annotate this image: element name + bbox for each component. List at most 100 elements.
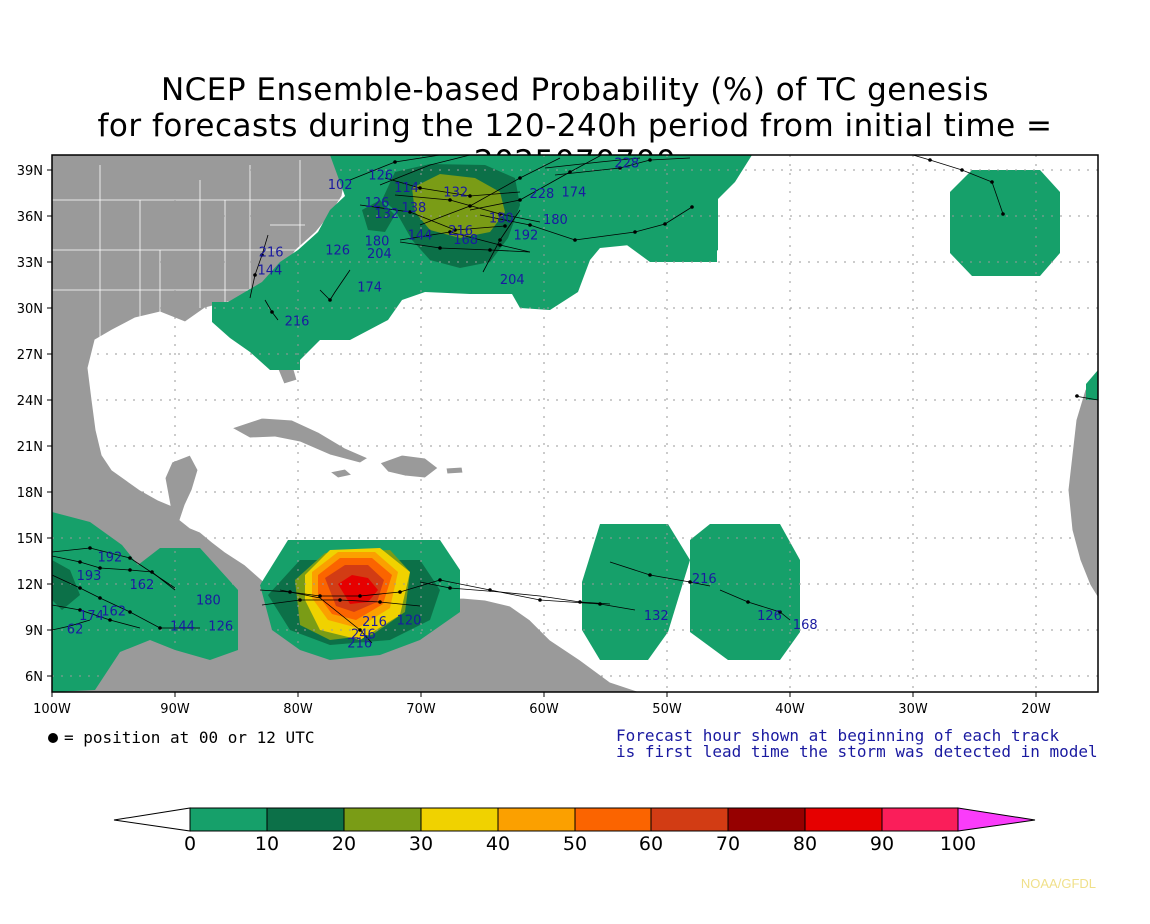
colorbar-label: 0 [184, 833, 196, 855]
track-start-label: 162 [130, 578, 155, 593]
colorbar-label: 80 [793, 833, 817, 855]
contour-atlantic-36n [620, 158, 718, 262]
colorbar-label: 20 [332, 833, 356, 855]
colorbar-swatch [343, 807, 422, 832]
track-start-label: 174 [357, 281, 382, 296]
track-start-label: 216 [448, 224, 473, 239]
colorbar-label: 40 [486, 833, 510, 855]
track-start-label: 180 [543, 213, 568, 228]
track-start-label: 102 [328, 178, 353, 193]
track-start-label: 228 [530, 187, 555, 202]
track-start-label: 62 [67, 623, 84, 638]
track-start-label: 126 [325, 244, 350, 259]
land-puerto-rico [445, 466, 464, 475]
position-legend-text: = position at 00 or 12 UTC [64, 728, 315, 747]
track-start-label: 180 [365, 235, 390, 250]
lat-label: 24N [17, 394, 43, 409]
land-jamaica [328, 468, 354, 479]
track-start-label: 216 [362, 615, 387, 630]
lon-label: 40W [775, 702, 805, 717]
colorbar-arrow-left [113, 807, 191, 832]
track-start-label: 216 [259, 245, 284, 260]
track-start-label: 192 [98, 551, 123, 566]
colorbar-label: 10 [255, 833, 279, 855]
lon-axis-labels: 100W 90W 80W 70W 60W 50W 40W 30W 20W [33, 702, 1051, 717]
lon-label: 70W [406, 702, 436, 717]
axis-ticks [47, 169, 1037, 697]
land-cuba [230, 417, 370, 464]
lat-label: 30N [17, 302, 43, 317]
track-start-label: 114 [394, 181, 419, 196]
forecast-hour-note: Forecast hour shown at beginning of each… [616, 728, 1098, 760]
colorbar-swatch [420, 807, 499, 832]
track-start-label: 126 [757, 609, 782, 624]
grid-lines [52, 155, 1098, 692]
position-legend: = position at 00 or 12 UTC [48, 728, 314, 747]
track-start-label: 216 [347, 637, 372, 652]
track-start-label: 204 [500, 273, 525, 288]
lat-label: 27N [17, 348, 43, 363]
position-dot-icon [48, 733, 58, 743]
lon-label: 90W [160, 702, 190, 717]
track-start-label: 168 [793, 618, 818, 633]
colorbar-label: 90 [870, 833, 894, 855]
lat-label: 6N [25, 670, 43, 685]
lon-label: 20W [1021, 702, 1051, 717]
track-start-label: 228 [614, 156, 639, 171]
colorbar-label: 100 [940, 833, 976, 855]
forecast-note-line-2: is first lead time the storm was detecte… [616, 742, 1098, 761]
colorbar [113, 807, 1036, 832]
lat-label: 18N [17, 486, 43, 501]
track-start-label: 180 [489, 212, 514, 227]
colorbar-swatch [497, 807, 576, 832]
title-line-1: NCEP Ensemble-based Probability (%) of T… [160, 72, 990, 108]
lon-label: 30W [898, 702, 928, 717]
track-start-label: 144 [408, 228, 433, 243]
lat-label: 9N [25, 624, 43, 639]
track-start-label: 174 [79, 609, 104, 624]
contour-caribbean-90 [338, 575, 378, 604]
track-start-label: 144 [258, 264, 283, 279]
contour-pacific-20 [52, 560, 80, 610]
lat-axis-labels: 39N 36N 33N 30N 27N 24N 21N 18N 15N 12N … [17, 164, 43, 685]
contour-pacific [52, 512, 238, 692]
track-start-label: 216 [285, 314, 310, 329]
track-start-label: 216 [692, 572, 717, 587]
contour-atlantic-12n-east [690, 524, 800, 660]
track-start-label: 120 [397, 614, 422, 629]
track-start-label: 132 [644, 609, 669, 624]
lat-label: 33N [17, 256, 43, 271]
track-start-label: 162 [101, 604, 126, 619]
credit-text: NOAA/GFDL [1020, 876, 1096, 891]
lat-label: 39N [17, 164, 43, 179]
colorbar-label: 50 [563, 833, 587, 855]
track-start-label: 138 [402, 201, 427, 216]
track-start-label: 132 [443, 185, 468, 200]
track-dots [78, 158, 1079, 632]
colorbar-label: 70 [716, 833, 740, 855]
colorbar-swatch [727, 807, 806, 832]
colorbar-swatch [881, 807, 959, 832]
lat-label: 12N [17, 578, 43, 593]
colorbar-swatch [574, 807, 652, 832]
probability-contours [52, 155, 1098, 692]
colorbar-swatch [266, 807, 345, 832]
track-start-label: 126 [365, 196, 390, 211]
track-start-label: 192 [514, 228, 539, 243]
lon-label: 60W [529, 702, 559, 717]
colorbar-label: 30 [409, 833, 433, 855]
lon-label: 100W [33, 702, 71, 717]
lat-label: 15N [17, 532, 43, 547]
track-start-label: 193 [77, 569, 102, 584]
lon-label: 50W [652, 702, 682, 717]
track-start-label: 246 [351, 627, 376, 642]
colorbar-swatch [189, 807, 268, 832]
land-hispaniola [379, 454, 439, 479]
track-start-label: 180 [196, 594, 221, 609]
track-start-label: 174 [562, 185, 587, 200]
land-africa [1067, 369, 1098, 599]
lat-label: 36N [17, 210, 43, 225]
contour-northeast-20b [362, 200, 395, 232]
